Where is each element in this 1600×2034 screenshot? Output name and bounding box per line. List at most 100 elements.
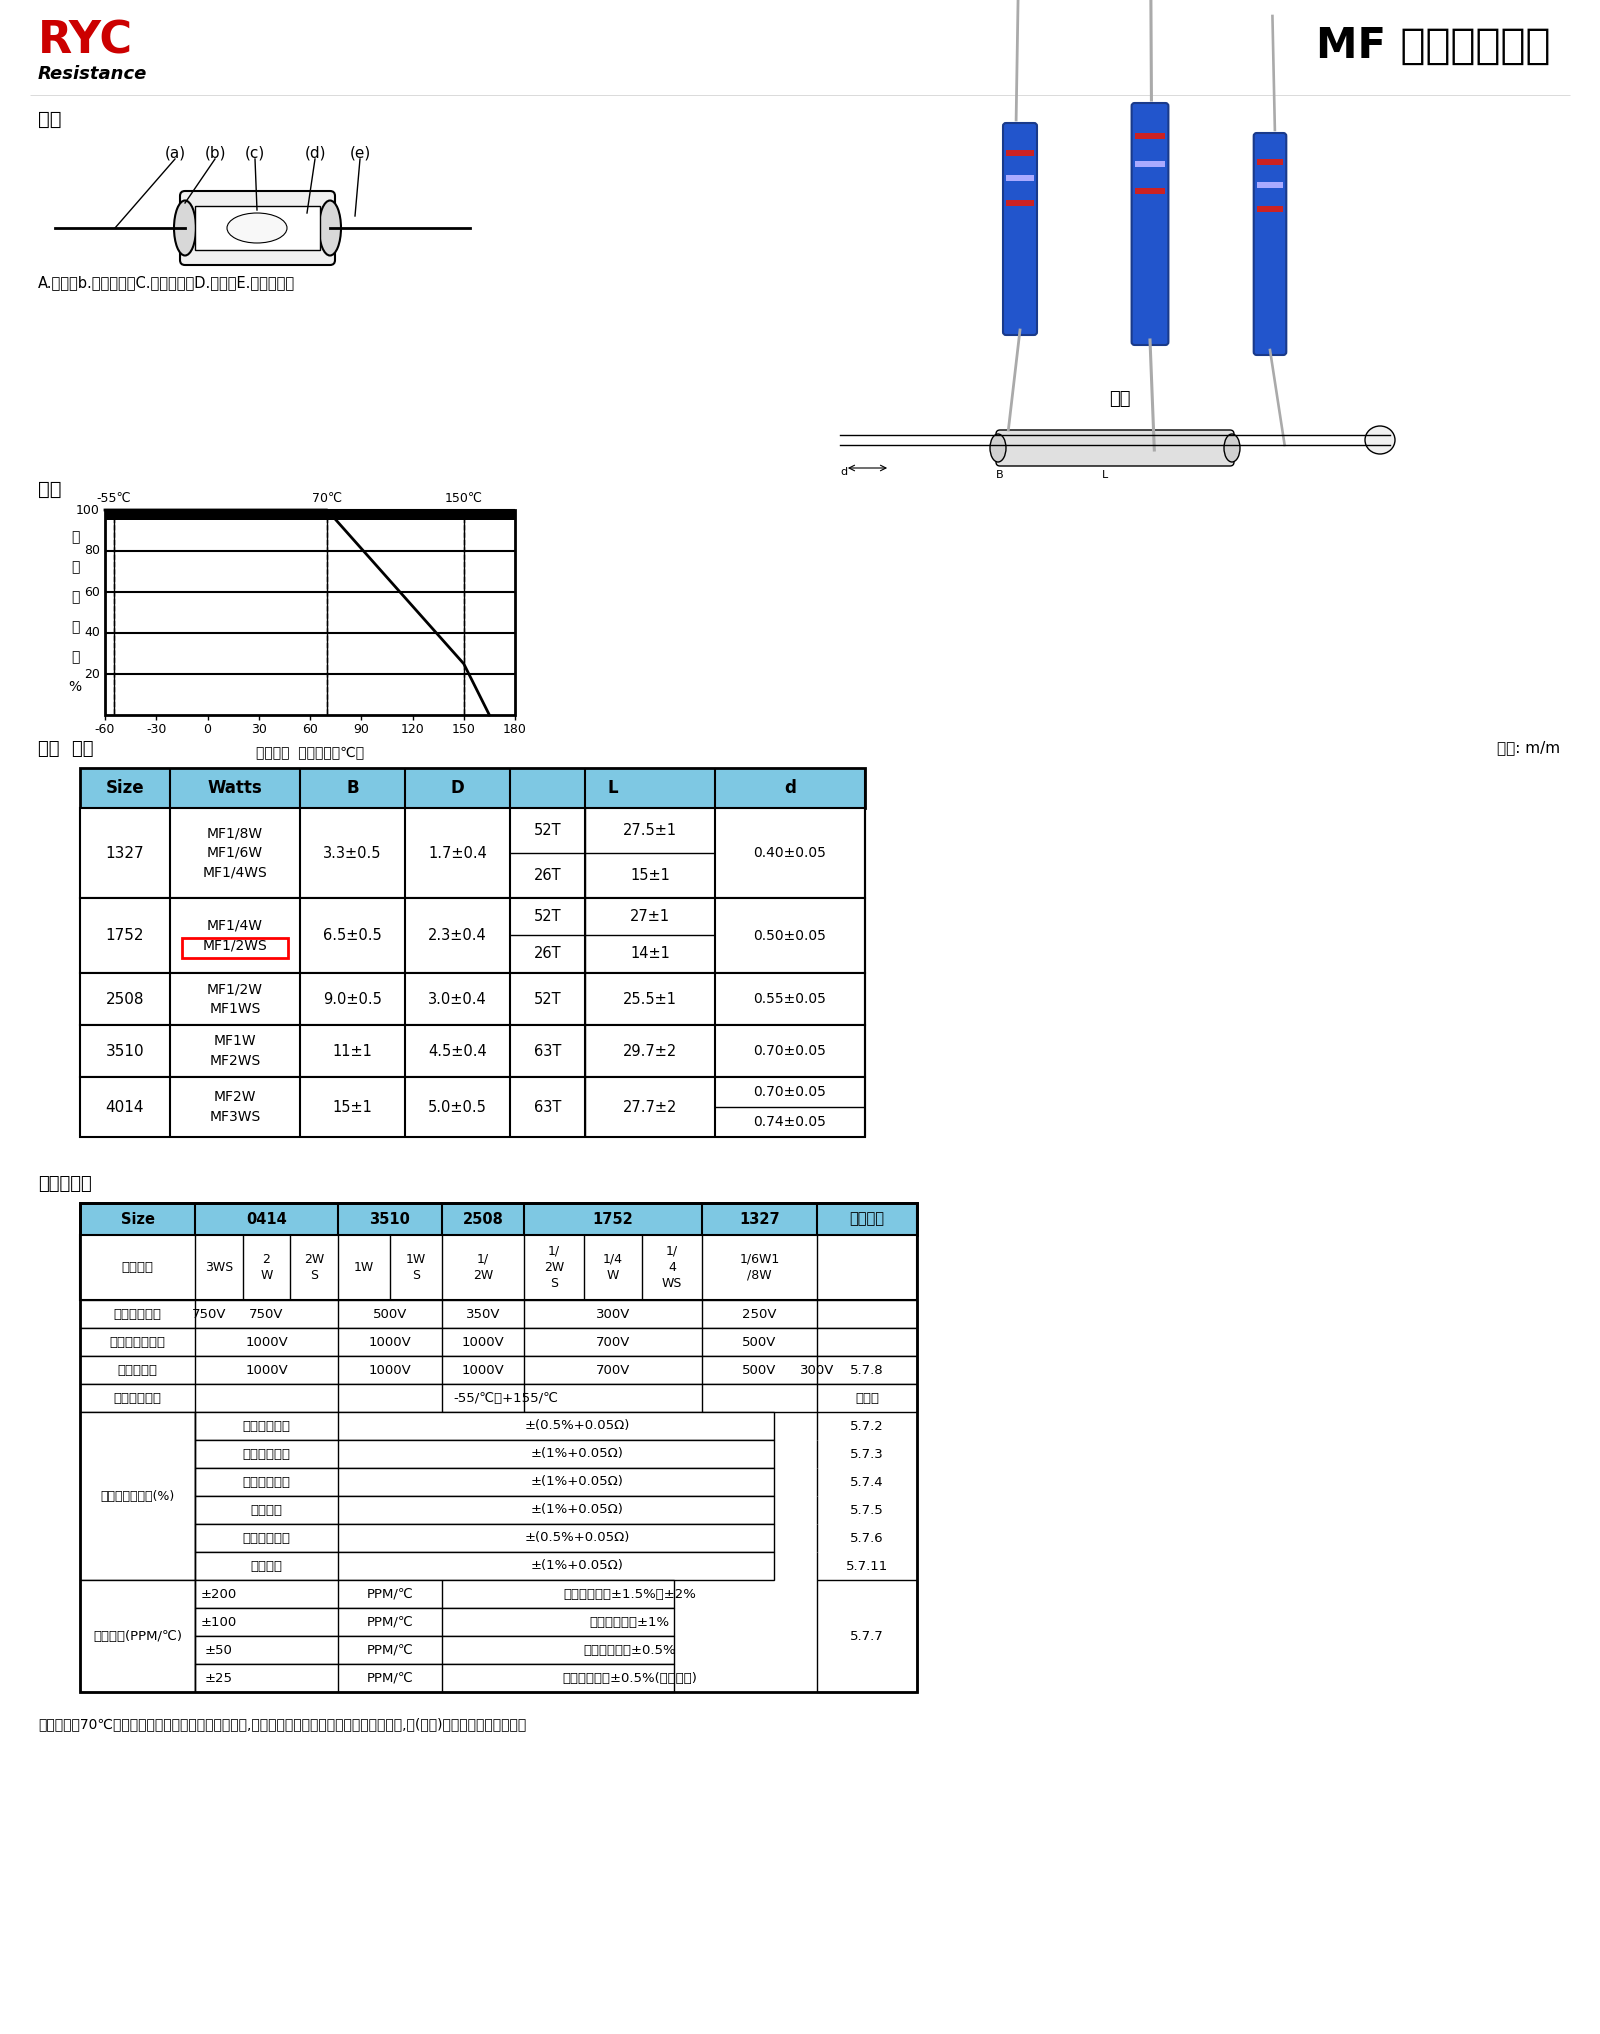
Text: D: D bbox=[451, 779, 464, 797]
Bar bbox=[195, 1552, 774, 1580]
Bar bbox=[80, 1235, 917, 1300]
Text: 26T: 26T bbox=[534, 946, 562, 960]
Text: 温度系数(PPM/℃): 温度系数(PPM/℃) bbox=[93, 1629, 182, 1643]
Bar bbox=[80, 1357, 917, 1383]
Bar bbox=[1134, 132, 1165, 138]
Text: 5.7.5: 5.7.5 bbox=[850, 1503, 883, 1517]
Bar bbox=[1006, 199, 1034, 205]
Text: 5.7.6: 5.7.6 bbox=[850, 1532, 883, 1544]
Text: 100: 100 bbox=[77, 504, 99, 517]
Text: 如图二: 如图二 bbox=[854, 1391, 878, 1405]
Text: MF 金属膜电阵器: MF 金属膜电阵器 bbox=[1315, 24, 1550, 67]
Text: 1/
2W
S: 1/ 2W S bbox=[544, 1245, 565, 1290]
Text: 0.74±0.05: 0.74±0.05 bbox=[754, 1115, 827, 1129]
Text: PPM/℃: PPM/℃ bbox=[366, 1587, 413, 1601]
Bar bbox=[195, 1440, 774, 1469]
Text: 1000V: 1000V bbox=[245, 1336, 288, 1349]
Ellipse shape bbox=[174, 201, 195, 256]
Text: 1000V: 1000V bbox=[368, 1336, 411, 1349]
Bar bbox=[80, 1383, 917, 1412]
Text: 750V: 750V bbox=[250, 1308, 283, 1320]
Text: -55℃: -55℃ bbox=[96, 492, 131, 504]
Text: 耐焊接热试验: 耐焊接热试验 bbox=[243, 1532, 291, 1544]
Text: 6.5±0.5: 6.5±0.5 bbox=[323, 928, 382, 944]
Text: 适用于容许差±1.5%及±2%: 适用于容许差±1.5%及±2% bbox=[563, 1587, 696, 1601]
Text: 1000V: 1000V bbox=[462, 1363, 504, 1377]
Text: Size: Size bbox=[106, 779, 144, 797]
Bar bbox=[182, 938, 288, 958]
Text: ±(1%+0.05Ω): ±(1%+0.05Ω) bbox=[531, 1448, 624, 1460]
Text: B: B bbox=[346, 779, 358, 797]
Text: 0.70±0.05: 0.70±0.05 bbox=[754, 1043, 827, 1058]
Text: MF1W
MF2WS: MF1W MF2WS bbox=[210, 1033, 261, 1068]
Text: 0: 0 bbox=[203, 722, 211, 736]
Bar bbox=[80, 1412, 195, 1580]
Text: 0.40±0.05: 0.40±0.05 bbox=[754, 846, 827, 860]
Text: 5.7.3: 5.7.3 bbox=[850, 1448, 883, 1460]
Text: 500V: 500V bbox=[742, 1336, 776, 1349]
Text: 1/
2W: 1/ 2W bbox=[474, 1253, 493, 1281]
Text: 额定: 额定 bbox=[38, 480, 61, 498]
Text: ±200: ±200 bbox=[202, 1587, 237, 1601]
Ellipse shape bbox=[227, 214, 286, 242]
Text: 最高使用电压: 最高使用电压 bbox=[114, 1308, 162, 1320]
Text: 5.7.4: 5.7.4 bbox=[850, 1475, 883, 1489]
Text: (c): (c) bbox=[245, 144, 266, 161]
Text: 80: 80 bbox=[83, 545, 99, 557]
Text: 120: 120 bbox=[400, 722, 424, 736]
FancyBboxPatch shape bbox=[1254, 132, 1286, 356]
Text: 15±1: 15±1 bbox=[630, 869, 670, 883]
Bar bbox=[80, 807, 866, 897]
Text: 1000V: 1000V bbox=[245, 1363, 288, 1377]
Text: L: L bbox=[1102, 470, 1109, 480]
Text: 4.5±0.4: 4.5±0.4 bbox=[429, 1043, 486, 1058]
Text: -55/℃～+155/℃: -55/℃～+155/℃ bbox=[453, 1391, 558, 1405]
Text: 2508: 2508 bbox=[106, 991, 144, 1007]
Ellipse shape bbox=[318, 201, 341, 256]
Text: Watts: Watts bbox=[208, 779, 262, 797]
Bar bbox=[195, 1635, 674, 1664]
Bar bbox=[1256, 183, 1283, 189]
Text: ±50: ±50 bbox=[205, 1643, 234, 1656]
Text: 单位: m/m: 单位: m/m bbox=[1498, 740, 1560, 755]
Bar bbox=[1134, 187, 1165, 193]
Text: 电: 电 bbox=[70, 590, 78, 604]
Text: 180: 180 bbox=[502, 722, 526, 736]
Text: 60: 60 bbox=[85, 586, 99, 598]
Text: RYC: RYC bbox=[38, 20, 133, 63]
Bar bbox=[80, 1202, 917, 1692]
Text: 11±1: 11±1 bbox=[333, 1043, 373, 1058]
Text: 5.7.11: 5.7.11 bbox=[846, 1560, 888, 1572]
Text: (a): (a) bbox=[165, 144, 186, 161]
Text: 1W: 1W bbox=[354, 1261, 374, 1273]
Text: 最大容许变化率(%): 最大容许变化率(%) bbox=[101, 1489, 174, 1503]
Text: 5.7.7: 5.7.7 bbox=[850, 1629, 883, 1643]
Text: 1752: 1752 bbox=[106, 928, 144, 944]
Text: 52T: 52T bbox=[534, 909, 562, 923]
Text: d: d bbox=[840, 468, 846, 478]
Text: 30: 30 bbox=[251, 722, 267, 736]
Text: 500V: 500V bbox=[742, 1363, 776, 1377]
Text: Resistance: Resistance bbox=[38, 65, 147, 83]
Text: 20: 20 bbox=[85, 667, 99, 681]
Text: PPM/℃: PPM/℃ bbox=[366, 1643, 413, 1656]
Bar bbox=[80, 769, 866, 807]
Text: 350V: 350V bbox=[466, 1308, 501, 1320]
Text: d: d bbox=[784, 779, 795, 797]
Text: 适用于容许差±0.5%: 适用于容许差±0.5% bbox=[582, 1643, 675, 1656]
Text: 短时间过负荷: 短时间过负荷 bbox=[243, 1420, 291, 1432]
Text: 60: 60 bbox=[302, 722, 318, 736]
Text: PPM/℃: PPM/℃ bbox=[366, 1672, 413, 1684]
Text: 3.3±0.5: 3.3±0.5 bbox=[323, 846, 382, 860]
Bar bbox=[80, 1076, 866, 1137]
Text: B: B bbox=[997, 470, 1003, 480]
Text: 1W
S: 1W S bbox=[406, 1253, 426, 1281]
Text: L: L bbox=[606, 779, 618, 797]
Text: 0.55±0.05: 0.55±0.05 bbox=[754, 993, 827, 1007]
Text: PPM/℃: PPM/℃ bbox=[366, 1615, 413, 1629]
Text: 0.70±0.05: 0.70±0.05 bbox=[754, 1084, 827, 1098]
Text: ±(0.5%+0.05Ω): ±(0.5%+0.05Ω) bbox=[525, 1532, 630, 1544]
Bar bbox=[80, 972, 866, 1025]
Bar bbox=[195, 1580, 674, 1609]
Bar bbox=[1256, 205, 1283, 212]
